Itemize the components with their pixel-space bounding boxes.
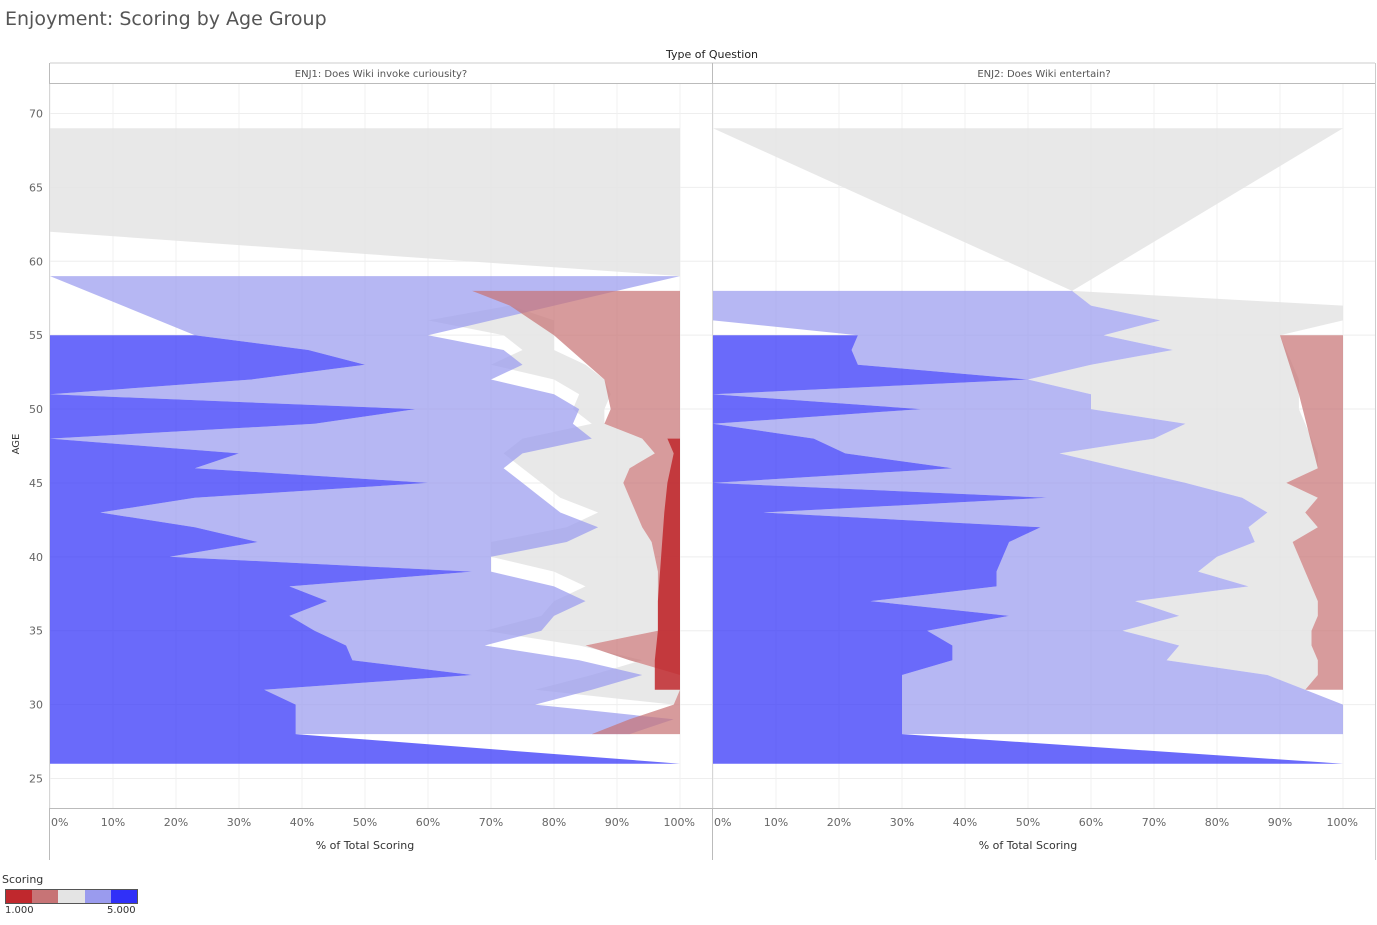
x-tick-label: 100% <box>1327 816 1358 829</box>
x-tick-label: 40% <box>953 816 977 829</box>
y-tick-label: 50 <box>29 403 43 416</box>
y-tick-label: 65 <box>29 181 43 194</box>
x-tick-label: 100% <box>664 816 695 829</box>
x-tick-label: 80% <box>542 816 566 829</box>
legend-swatch-2 <box>32 890 59 903</box>
x-tick-label: 30% <box>890 816 914 829</box>
y-tick-label: 55 <box>29 329 43 342</box>
x-tick-label: 90% <box>1268 816 1292 829</box>
x-tick-label: 20% <box>827 816 851 829</box>
x-tick-label: 50% <box>1016 816 1040 829</box>
panel-1: ENJ1: Does Wiki invoke curiousity? 0% 10% 2… <box>49 69 695 852</box>
color-legend: Scoring 1.000 5.000 <box>2 873 142 918</box>
x-tick-label: 30% <box>227 816 251 829</box>
x-tick-label: 80% <box>1205 816 1229 829</box>
area-score-2 <box>1280 335 1343 690</box>
x-tick-label: 40% <box>290 816 314 829</box>
area-score-5 <box>50 335 680 764</box>
x-tick-label: 0% <box>714 816 731 829</box>
x-tick-label: 70% <box>1142 816 1166 829</box>
x-tick-label: 70% <box>479 816 503 829</box>
area-score-4 <box>713 290 1343 735</box>
area-score-5 <box>713 335 1343 764</box>
x-tick-label: 60% <box>1079 816 1103 829</box>
y-tick-label: 30 <box>29 699 43 712</box>
panel-title: ENJ2: Does Wiki entertain? <box>977 69 1110 80</box>
legend-min-label: 1.000 <box>5 905 34 916</box>
legend-title: Scoring <box>2 873 44 886</box>
x-axis-label: % of Total Scoring <box>979 839 1078 852</box>
panel-title: ENJ1: Does Wiki invoke curiousity? <box>295 69 467 80</box>
y-tick-label: 25 <box>29 772 43 785</box>
y-tick-label: 70 <box>29 108 43 121</box>
area-score-1 <box>654 438 680 690</box>
page-title: Enjoyment: Scoring by Age Group <box>5 8 327 30</box>
y-axis-label: AGE <box>11 434 22 455</box>
x-tick-label: 10% <box>764 816 788 829</box>
x-tick-label: 0% <box>51 816 68 829</box>
y-tick-label: 45 <box>29 477 43 490</box>
x-tick-label: 50% <box>353 816 377 829</box>
x-tick-label: 20% <box>164 816 188 829</box>
y-tick-label: 35 <box>29 625 43 638</box>
y-tick-label: 60 <box>29 255 43 268</box>
legend-swatch-3 <box>58 890 85 903</box>
column-header: Type of Question <box>665 48 758 61</box>
panel-2: ENJ2: Does Wiki entertain? 0% 10% 20% 30% 40%… <box>712 69 1358 852</box>
area-score-4 <box>50 276 680 735</box>
y-tick-label: 40 <box>29 551 43 564</box>
legend-swatch-5 <box>110 890 138 903</box>
x-axis-label: % of Total Scoring <box>316 839 415 852</box>
x-tick-label: 90% <box>605 816 629 829</box>
legend-max-label: 5.000 <box>107 905 136 916</box>
legend-swatch-1 <box>6 890 33 903</box>
x-tick-label: 10% <box>101 816 125 829</box>
x-tick-label: 60% <box>416 816 440 829</box>
legend-swatch-4 <box>84 890 111 903</box>
area-score-2 <box>472 290 680 735</box>
legend-color-bar <box>5 889 138 904</box>
area-score-3 <box>713 128 1343 705</box>
